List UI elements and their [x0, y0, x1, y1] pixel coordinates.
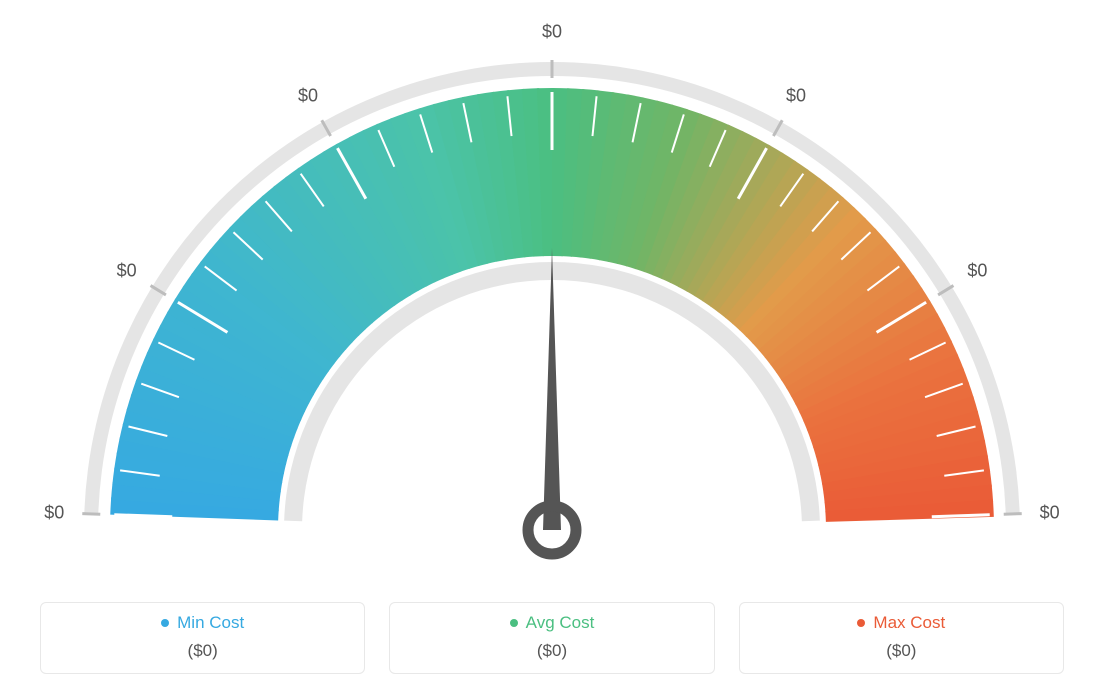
gauge-tick-label: $0 [44, 502, 64, 523]
gauge-tick-label: $0 [967, 261, 987, 282]
legend-card-max: Max Cost ($0) [739, 602, 1064, 674]
legend-value-avg: ($0) [390, 641, 713, 661]
gauge-tick-label: $0 [298, 85, 318, 106]
gauge-tick-label: $0 [117, 261, 137, 282]
gauge-area: $0 $0 $0 $0 $0 $0 $0 [0, 0, 1104, 560]
legend-card-min: Min Cost ($0) [40, 602, 365, 674]
legend-label-min: Min Cost [177, 613, 244, 633]
gauge-tick-label: $0 [542, 22, 562, 43]
legend-row: Min Cost ($0) Avg Cost ($0) Max Cost ($0… [40, 602, 1064, 674]
legend-dot-avg [510, 619, 518, 627]
legend-title-avg: Avg Cost [510, 613, 595, 633]
legend-title-max: Max Cost [857, 613, 945, 633]
gauge-tick-label: $0 [786, 85, 806, 106]
cost-gauge-widget: $0 $0 $0 $0 $0 $0 $0 Min Cost ($0) Avg Cost ($… [0, 0, 1104, 690]
legend-dot-max [857, 619, 865, 627]
gauge-tick-label: $0 [1040, 502, 1060, 523]
legend-card-avg: Avg Cost ($0) [389, 602, 714, 674]
legend-value-min: ($0) [41, 641, 364, 661]
legend-label-avg: Avg Cost [526, 613, 595, 633]
legend-dot-min [161, 619, 169, 627]
legend-title-min: Min Cost [161, 613, 244, 633]
gauge-svg [0, 0, 1104, 560]
legend-label-max: Max Cost [873, 613, 945, 633]
legend-value-max: ($0) [740, 641, 1063, 661]
